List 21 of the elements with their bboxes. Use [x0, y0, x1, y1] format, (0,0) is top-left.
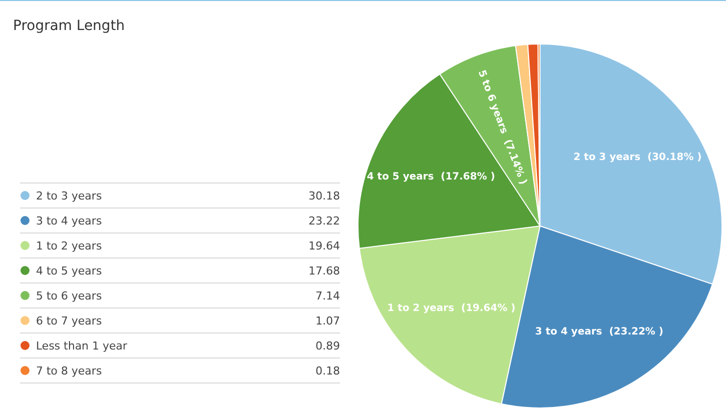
- text: 2 to 3 years (30.18% ): [573, 152, 702, 163]
- text: 4 to 5 years (17.68% ): [366, 172, 496, 183]
- legend-label: 3 to 4 years: [36, 214, 102, 228]
- legend-label: 6 to 7 years: [36, 314, 102, 328]
- data-label: 23.22: [308, 214, 340, 228]
- data-label: 0.18: [316, 364, 340, 378]
- legend-label: 5 to 6 years: [36, 290, 102, 302]
- legend-label: 7 to 8 years: [36, 364, 102, 378]
- legend-label: 4 to 5 years: [36, 264, 102, 278]
- data-label: 30.18: [308, 190, 340, 202]
- data-label: 7.14: [316, 290, 340, 302]
- legend-label: Less than 1 year: [36, 340, 128, 352]
- text: 3 to 4 years (23.22% ): [535, 326, 664, 338]
- data-label: 17.68: [308, 264, 340, 278]
- legend-label: 1 to 2 years: [36, 240, 102, 252]
- legend-label: 2 to 3 years: [36, 190, 102, 202]
- data-label: 0.89: [316, 340, 340, 352]
- data-label: 1.07: [316, 314, 340, 328]
- chart-title: Program Length: [13, 18, 125, 34]
- text: 1 to 2 years (19.64% ): [387, 303, 516, 314]
- data-label: 19.64: [308, 240, 340, 252]
